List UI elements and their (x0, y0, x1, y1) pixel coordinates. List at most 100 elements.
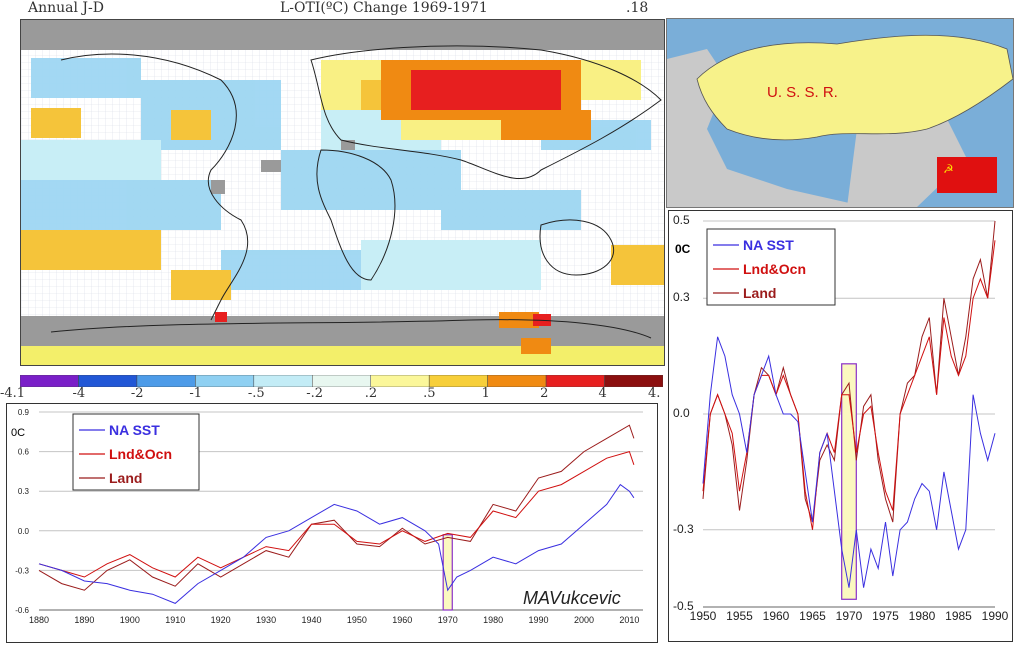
x-tick-label: 1950 (347, 615, 367, 625)
x-tick-label: 1970 (836, 609, 863, 623)
series-line (38, 483, 635, 604)
legend-label: Land (109, 470, 142, 486)
x-tick-label: 1980 (483, 615, 503, 625)
map-canvas (21, 20, 664, 365)
y-tick-label: -0.6 (15, 606, 29, 615)
x-tick-labels: 1880 1890 1900 1910 1920 1930 1940 1950 1960 1970… (29, 615, 639, 625)
y-tick-label: 0.3 (673, 290, 690, 304)
temperature-change-map (20, 19, 665, 366)
x-tick-label: 1960 (763, 609, 790, 623)
y-tick-labels: 0.5 0.3 0.0 -0.3 -0.5 (673, 213, 694, 613)
colorbar-label: -4 (72, 386, 86, 401)
colorbar-label: .2 (364, 386, 378, 401)
y-tick-label: 0.6 (18, 448, 30, 457)
y-tick-label: 0.9 (18, 408, 30, 417)
legend-label: NA SST (743, 237, 794, 253)
x-tick-label: 1970 (438, 615, 458, 625)
x-tick-label: 1890 (74, 615, 94, 625)
coastline-australia (539, 219, 614, 276)
series-line (38, 424, 635, 591)
chart-1880-2011-canvas: 1880 1890 1900 1910 1920 1930 1940 1950 1960 1970… (11, 408, 643, 625)
legend-label: NA SST (109, 422, 160, 438)
ussr-territory (696, 34, 1013, 141)
legend-label: Lnd&Ocn (109, 446, 172, 462)
x-tick-label: 1990 (982, 609, 1009, 623)
soviet-flag-icon (937, 157, 997, 193)
series-line (38, 450, 635, 578)
colorbar-label: -2 (130, 386, 144, 401)
map-global-mean: .18 (626, 0, 649, 16)
warming-hotspot-siberia (411, 70, 561, 110)
legend-label: Land (743, 285, 776, 301)
y-tick-label: -0.5 (673, 599, 694, 613)
coastline-africa (316, 149, 396, 281)
y-axis-unit: 0C (11, 427, 25, 439)
ussr-map-canvas: U. S. S. R. ☭ (667, 19, 1013, 207)
series-line (702, 336, 996, 588)
y-tick-label: 0.3 (18, 487, 30, 496)
x-tick-label: 1940 (301, 615, 321, 625)
colorbar-label: .5 (423, 386, 436, 401)
x-tick-label: 1910 (165, 615, 185, 625)
author-signature: MAVukcevic (523, 588, 621, 608)
series-lines (702, 220, 996, 588)
colorbar-labels: -4.1 -4 -2 -1 -.5 -.2 .2 .5 1 2 4 4. (0, 384, 670, 404)
legend: NA SST Lnd&Ocn Land (706, 228, 836, 306)
map-header: Annual J-D L-OTI(ºC) Change 1969-1971 .1… (0, 0, 664, 18)
series-lines (38, 424, 635, 604)
map-colorbar (19, 372, 664, 392)
coastline-eurasia (310, 45, 662, 180)
coastline-antarctica (50, 319, 652, 339)
y-tick-label: -0.3 (673, 522, 694, 536)
x-tick-labels: 1950 1955 1960 1965 1970 1975 1980 1985 1990 (690, 609, 1009, 623)
y-axis-unit: 0C (675, 242, 691, 256)
x-tick-label: 1960 (392, 615, 412, 625)
colorbar-label: 4. (648, 386, 661, 401)
hammer-sickle-icon: ☭ (943, 162, 954, 176)
x-tick-label: 1950 (690, 609, 717, 623)
y-tick-label: 0.0 (673, 406, 690, 420)
x-tick-label: 1990 (529, 615, 549, 625)
colorbar-label: 1 (481, 386, 490, 401)
legend-box (72, 413, 200, 491)
y-tick-label: 0.5 (673, 213, 690, 227)
highlight-1969-1971 (841, 363, 857, 600)
coastline-americas (60, 53, 249, 321)
x-tick-label: 1880 (29, 615, 49, 625)
colorbar-label: 4 (598, 386, 607, 401)
x-tick-label: 1900 (120, 615, 140, 625)
x-tick-label: 2010 (619, 615, 639, 625)
colorbar-label: -1 (189, 386, 203, 401)
x-tick-label: 1980 (909, 609, 936, 623)
highlight-box (442, 534, 453, 611)
x-tick-label: 1965 (799, 609, 826, 623)
colorbar-label: 2 (540, 386, 549, 401)
chart-1950-1990: 1950 1955 1960 1965 1970 1975 1980 1985 1990 0.5… (668, 210, 1013, 642)
x-tick-label: 1985 (945, 609, 972, 623)
no-data-band-south (21, 316, 664, 348)
x-tick-label: 1975 (872, 609, 899, 623)
legend-label: Lnd&Ocn (743, 261, 806, 277)
antarctic-yellow-band (21, 346, 664, 365)
colorbar-label: -4.1 (0, 386, 26, 401)
x-tick-label: 2000 (574, 615, 594, 625)
y-tick-labels: 0.9 0.6 0.3 0.0 -0.3 -0.6 (15, 408, 29, 615)
map-period-label: Annual J-D (28, 0, 105, 16)
y-tick-label: -0.3 (15, 566, 29, 575)
chart-1950-1990-canvas: 1950 1955 1960 1965 1970 1975 1980 1985 1990 0.5… (673, 213, 1009, 623)
map-title: L-OTI(ºC) Change 1969-1971 (280, 0, 488, 16)
x-tick-label: 1955 (726, 609, 753, 623)
neighbouring-countries (667, 49, 967, 207)
highlight-1969-1971 (442, 534, 453, 611)
x-tick-label: 1920 (211, 615, 231, 625)
no-data-band-north (21, 20, 664, 50)
colorbar-label: -.2 (306, 386, 324, 401)
ussr-inset-map: U. S. S. R. ☭ (666, 18, 1014, 208)
grid-lines (39, 411, 643, 611)
y-tick-label: 0.0 (18, 527, 30, 536)
legend-box (706, 228, 836, 306)
colorbar-label: -.5 (247, 386, 265, 401)
country-label: U. S. S. R. (767, 84, 838, 101)
colorbar-swatches (19, 374, 664, 388)
x-tick-label: 1930 (256, 615, 276, 625)
